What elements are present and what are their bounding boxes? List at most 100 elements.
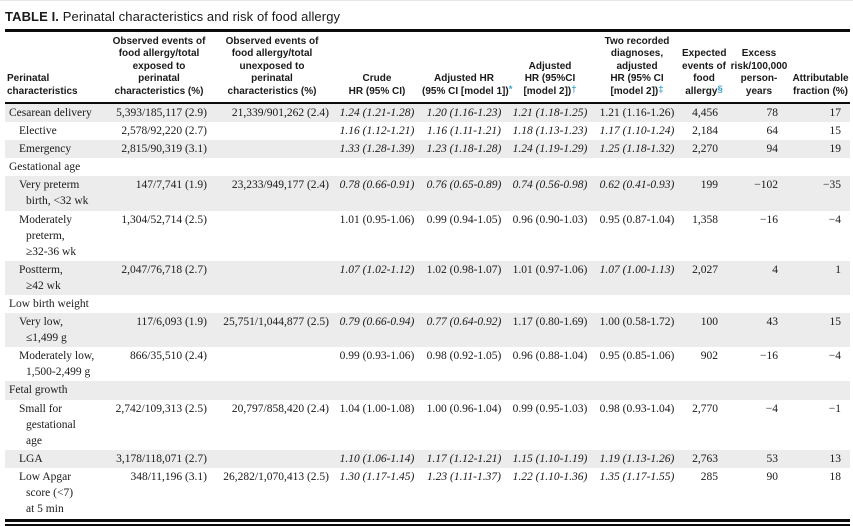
- cell-attrib: −1: [828, 402, 841, 415]
- cell-model2: [507, 158, 593, 176]
- cell-unexposed: [211, 122, 333, 140]
- cell-excess: [727, 295, 791, 313]
- column-header-crude: Crude HR (95% CI): [333, 32, 421, 104]
- cell-two_dx: [593, 381, 681, 399]
- cell-model1: 0.98 (0.92-1.05): [426, 350, 502, 363]
- cell-two_dx: 1.21 (1.16-1.26): [599, 106, 675, 119]
- cell-two_dx: 1.19 (1.13-1.26): [599, 452, 675, 465]
- cell-excess: 4: [772, 263, 778, 276]
- header-row: Perinatal characteristics Observed events…: [5, 32, 850, 104]
- cell-model1: 0.99 (0.94-1.05): [426, 213, 502, 226]
- cell-attrib: [791, 295, 850, 313]
- cell-crude: 1.04 (1.00-1.08): [339, 402, 415, 415]
- cell-unexposed: [211, 347, 333, 381]
- cell-model2: 1.22 (1.10-1.36): [512, 470, 588, 483]
- cell-attrib: 17: [829, 106, 842, 119]
- cell-model1: 0.77 (0.64-0.92): [426, 316, 502, 329]
- footnote-symbol-two_dx: ‡: [658, 83, 664, 95]
- cell-excess: [727, 381, 791, 399]
- cell-model1: 1.00 (0.96-1.04): [426, 402, 502, 415]
- cell-unexposed: 21,339/901,262 (2.4): [231, 106, 329, 119]
- column-header-model1: Adjusted HR (95% CI [model 1])*: [421, 32, 512, 104]
- column-header-unexposed: Observed events of food allergy/total un…: [211, 32, 333, 104]
- cell-expected: 2,270: [692, 143, 718, 156]
- cell-label: Very low, ≤1,499 g: [19, 316, 67, 345]
- cell-model2: 0.99 (0.95-1.03): [512, 402, 588, 415]
- footnote-symbol-model1: *: [508, 83, 513, 95]
- table-row: Small for gestational age 2,742/109,313 (…: [5, 400, 850, 450]
- cell-attrib: −4: [828, 350, 841, 363]
- cell-crude: 1.07 (1.02-1.12): [339, 263, 415, 276]
- column-header-text: Attributable fraction (%): [792, 73, 849, 97]
- cell-two_dx: [593, 295, 681, 313]
- cell-exposed: [107, 295, 211, 313]
- column-header-text: Observed events of food allergy/total un…: [225, 36, 319, 97]
- cell-unexposed: [211, 261, 333, 295]
- cell-exposed: 3,178/118,071 (2.7): [116, 452, 207, 465]
- cell-model1: [421, 158, 507, 176]
- cell-crude: 1.33 (1.28-1.39): [339, 143, 415, 156]
- cell-label: Fetal growth: [9, 384, 68, 397]
- cell-model2: 0.74 (0.56-0.98): [512, 179, 588, 192]
- cell-expected: 285: [700, 470, 718, 483]
- cell-model2: 1.18 (1.13-1.23): [512, 125, 588, 138]
- table-row: Emergency 2,815/90,319 (3.1) 1.33 (1.28-1.…: [5, 140, 850, 159]
- cell-expected: [681, 381, 727, 399]
- cell-expected: 4,456: [692, 106, 718, 119]
- cell-unexposed: [211, 140, 333, 158]
- cell-two_dx: 1.00 (0.58-1.72): [599, 316, 675, 329]
- cell-expected: 199: [700, 179, 718, 192]
- cell-expected: 2,763: [692, 452, 718, 465]
- cell-expected: 100: [700, 316, 718, 329]
- cell-label: Small for gestational age: [19, 402, 76, 447]
- cell-unexposed: 25,751/1,044,877 (2.5): [223, 316, 329, 329]
- cell-exposed: 2,578/92,220 (2.7): [121, 125, 207, 138]
- cell-crude: 1.30 (1.17-1.45): [339, 470, 415, 483]
- cell-model2: 1.24 (1.19-1.29): [512, 143, 588, 156]
- cell-crude: 1.24 (1.21-1.28): [339, 106, 415, 119]
- cell-label: Very preterm birth, <32 wk: [19, 179, 89, 208]
- title-rule: [5, 29, 850, 32]
- cell-two_dx: 1.17 (1.10-1.24): [599, 125, 675, 138]
- cell-unexposed: [211, 381, 333, 399]
- cell-attrib: −35: [823, 179, 841, 192]
- cell-exposed: 2,742/109,313 (2.5): [115, 402, 207, 415]
- table-row: LGA 3,178/118,071 (2.7) 1.10 (1.06-1.14) 1.…: [5, 449, 850, 468]
- table-number: TABLE I.: [5, 9, 59, 24]
- table-row: Postterm, ≥42 wk 2,047/76,718 (2.7) 1.07 (…: [5, 260, 850, 295]
- cell-exposed: 348/11,196 (3.1): [130, 470, 207, 483]
- cell-expected: [681, 295, 727, 313]
- cell-expected: 902: [700, 350, 718, 363]
- cell-expected: [681, 158, 727, 176]
- cell-model1: 1.20 (1.16-1.23): [426, 106, 502, 119]
- cell-crude: [333, 158, 421, 176]
- cell-attrib: [791, 158, 850, 176]
- cell-model1: 1.02 (0.98-1.07): [426, 263, 502, 276]
- column-header-text: Adjusted HR (95% CI [model 1]): [422, 73, 509, 97]
- footnote-symbol-expected: §: [717, 83, 723, 95]
- cell-attrib: −4: [828, 213, 841, 226]
- cell-model2: 1.21 (1.18-1.25): [512, 106, 588, 119]
- cell-crude: 1.16 (1.12-1.21): [339, 125, 415, 138]
- cell-model1: 1.17 (1.12-1.21): [426, 452, 502, 465]
- cell-model2: 0.96 (0.88-1.04): [512, 350, 588, 363]
- cell-attrib: 18: [829, 470, 842, 483]
- cell-attrib: [791, 381, 850, 399]
- cell-exposed: [107, 158, 211, 176]
- cell-two_dx: 0.62 (0.41-0.93): [599, 179, 675, 192]
- cell-crude: 0.99 (0.93-1.06): [339, 350, 415, 363]
- cell-attrib: 19: [829, 143, 842, 156]
- cell-exposed: 2,047/76,718 (2.7): [121, 263, 207, 276]
- cell-expected: 2,770: [692, 402, 718, 415]
- cell-model1: [421, 295, 507, 313]
- cell-label: Postterm, ≥42 wk: [19, 263, 63, 292]
- cell-attrib: 1: [835, 263, 841, 276]
- cell-model2: [507, 295, 593, 313]
- table-row: Very low, ≤1,499 g 117/6,093 (1.9) 25,751/…: [5, 313, 850, 348]
- cell-model2: 0.96 (0.90-1.03): [512, 213, 588, 226]
- cell-model1: 1.16 (1.11-1.21): [427, 125, 501, 138]
- cell-exposed: 5,393/185,117 (2.9): [116, 106, 207, 119]
- cell-unexposed: 23,233/949,177 (2.4): [231, 179, 329, 192]
- table-row: Elective 2,578/92,220 (2.7) 1.16 (1.12-1.2…: [5, 122, 850, 140]
- cell-expected: 1,358: [692, 213, 718, 226]
